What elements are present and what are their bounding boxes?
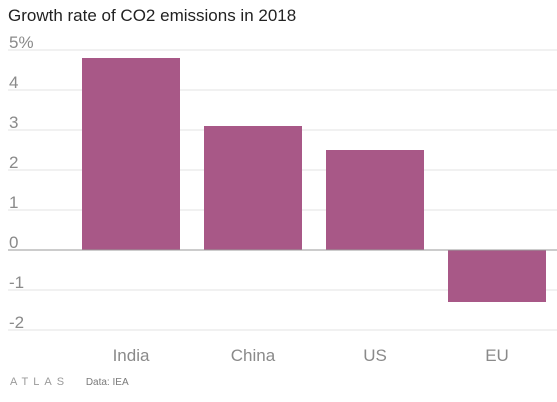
bar-us [326,150,424,250]
x-category-label: EU [485,346,509,365]
bars [82,58,546,302]
x-category-label: US [363,346,387,365]
y-tick-label: -2 [9,313,24,332]
y-tick-label: 1 [9,193,18,212]
y-tick-label: 4 [9,73,18,92]
atlas-logo: ATLAS [10,376,70,388]
y-tick-label: -1 [9,273,24,292]
chart-footer: ATLAS Data: IEA [10,376,129,388]
chart-title: Growth rate of CO2 emissions in 2018 [8,6,297,25]
y-tick-label: 3 [9,113,18,132]
y-axis-tick-labels: 5% 4 3 2 1 0 -1 -2 [9,33,34,332]
data-source-note: Data: IEA [85,377,129,388]
y-tick-label: 2 [9,153,18,172]
bar-india [82,58,180,250]
x-category-label: China [231,346,276,365]
y-tick-label: 5% [9,33,34,52]
x-axis-category-labels: India China US EU [113,346,509,365]
bar-eu [448,250,546,302]
x-category-label: India [113,346,150,365]
y-tick-label: 0 [9,233,18,252]
bar-china [204,126,302,250]
